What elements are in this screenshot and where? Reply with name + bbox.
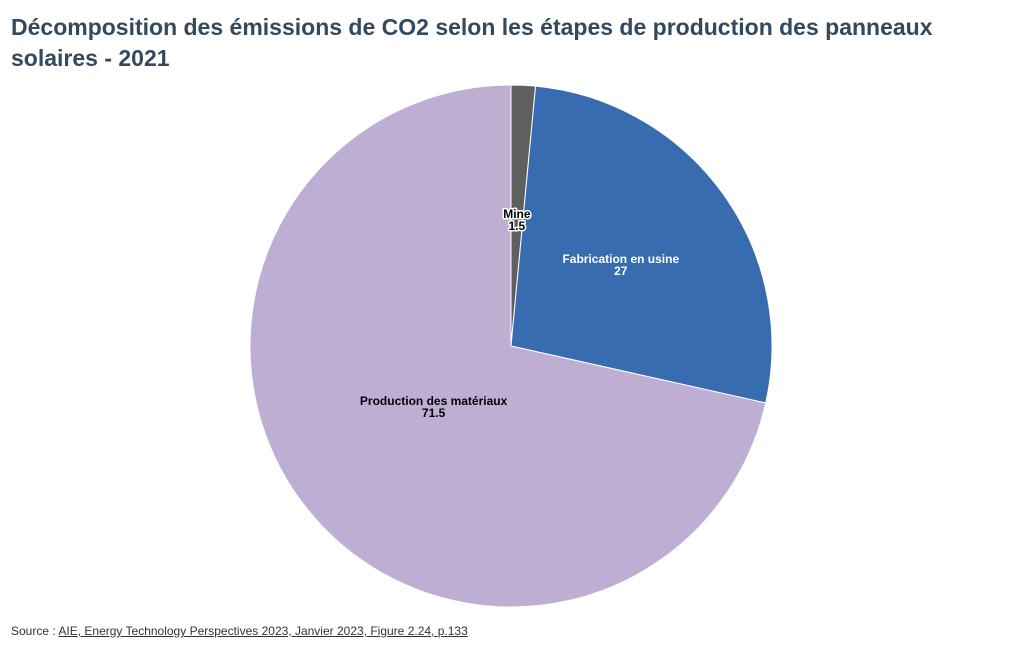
- slice-value: 1.5: [509, 219, 526, 233]
- slice-value: 27: [614, 264, 628, 278]
- pie-slice-production-des-materiaux[interactable]: [249, 84, 767, 608]
- slice-label-mine: Mine 1.5: [503, 207, 531, 233]
- source-prefix: Source :: [11, 624, 59, 638]
- slice-name: Fabrication en usine: [562, 252, 679, 266]
- slice-name: Production des matériaux: [360, 394, 508, 408]
- slice-label-fabrication-en-usine: Fabrication en usine 27: [562, 252, 679, 278]
- pie-slice-fabrication-en-usine[interactable]: [510, 85, 773, 404]
- source-link[interactable]: AIE, Energy Technology Perspectives 2023…: [58, 624, 468, 638]
- slice-label-production-des-materiaux: Production des matériaux 71.5: [360, 394, 508, 420]
- pie-labels: Mine 1.5 Fabrication en usine 27 Production …: [358, 205, 681, 421]
- slice-name: Mine: [503, 207, 531, 221]
- pie-slices: [249, 84, 773, 608]
- slice-value: 71.5: [422, 406, 446, 420]
- chart-title: Décomposition des émissions de CO2 selon…: [11, 14, 933, 71]
- source-note: Source : AIE, Energy Technology Perspect…: [11, 623, 468, 639]
